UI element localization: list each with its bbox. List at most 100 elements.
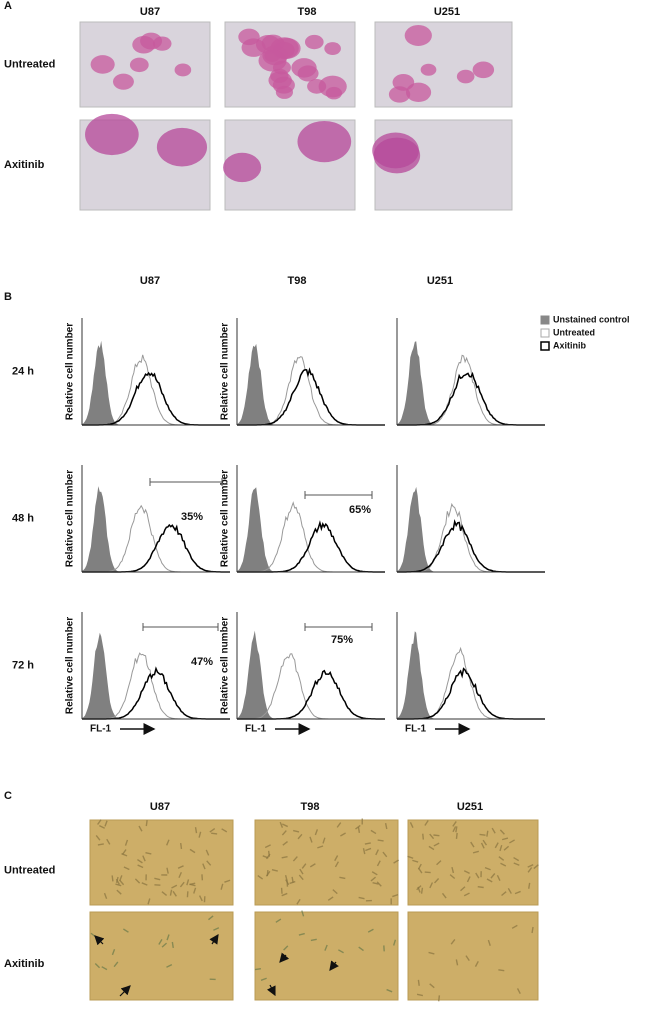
cell bbox=[498, 856, 505, 861]
cell bbox=[262, 855, 269, 859]
unstained-area bbox=[82, 340, 230, 425]
cell bbox=[189, 882, 196, 886]
micrograph bbox=[89, 911, 234, 1001]
unstained-area bbox=[82, 632, 230, 719]
cell bbox=[393, 859, 400, 864]
cell bbox=[281, 892, 288, 897]
cell bbox=[334, 861, 340, 868]
arrow bbox=[119, 985, 131, 997]
cell bbox=[270, 68, 289, 83]
cell bbox=[496, 874, 501, 881]
cell bbox=[142, 855, 146, 862]
cell bbox=[198, 895, 203, 902]
histogram bbox=[236, 465, 385, 573]
cell bbox=[95, 834, 101, 841]
arrow bbox=[209, 934, 219, 945]
cell bbox=[224, 879, 231, 883]
x-axis-label: FL-1 bbox=[405, 724, 427, 735]
cell bbox=[123, 866, 130, 871]
cell bbox=[112, 73, 134, 90]
column-header: U251 bbox=[434, 6, 460, 18]
cell bbox=[111, 875, 114, 882]
cell bbox=[292, 856, 298, 862]
unstained-area bbox=[237, 487, 385, 572]
cell bbox=[177, 865, 184, 869]
cell bbox=[392, 74, 415, 91]
cell bbox=[327, 896, 334, 901]
cell bbox=[264, 49, 281, 62]
cell bbox=[527, 864, 534, 868]
cell bbox=[299, 868, 304, 875]
cell bbox=[364, 842, 371, 845]
cell bbox=[455, 832, 458, 839]
y-axis-label: Relative cell number bbox=[65, 617, 76, 714]
cell bbox=[223, 152, 262, 183]
column-header: U251 bbox=[457, 801, 483, 813]
cell bbox=[275, 918, 282, 923]
cell bbox=[417, 863, 422, 870]
cell bbox=[220, 883, 224, 890]
histogram bbox=[236, 318, 385, 426]
cell bbox=[355, 824, 361, 830]
cell bbox=[179, 881, 185, 888]
cell bbox=[171, 941, 174, 949]
cell bbox=[238, 28, 260, 46]
cell bbox=[265, 870, 271, 877]
cell bbox=[298, 932, 305, 936]
cell bbox=[194, 827, 198, 834]
panel-label: C bbox=[4, 790, 12, 802]
cell bbox=[367, 928, 374, 933]
cell bbox=[455, 826, 458, 833]
cell bbox=[503, 845, 510, 851]
arrow bbox=[266, 984, 276, 997]
cell bbox=[516, 988, 521, 995]
cell bbox=[455, 959, 459, 966]
cell bbox=[407, 855, 414, 859]
cell bbox=[377, 839, 384, 842]
cell bbox=[334, 855, 339, 862]
cell bbox=[420, 63, 437, 76]
cell bbox=[527, 867, 533, 873]
cell bbox=[221, 828, 228, 833]
cell bbox=[111, 949, 116, 956]
row-label: 24 h bbox=[12, 365, 34, 377]
cell bbox=[422, 833, 425, 840]
row-label: Untreated bbox=[4, 864, 55, 876]
cell bbox=[85, 113, 139, 156]
cell bbox=[113, 961, 119, 968]
cell bbox=[500, 862, 507, 867]
column-header: U87 bbox=[150, 801, 170, 813]
column-header: T98 bbox=[288, 275, 307, 287]
cell bbox=[450, 939, 456, 945]
cell bbox=[161, 891, 168, 896]
cell bbox=[487, 939, 491, 946]
cell bbox=[501, 837, 509, 841]
cell bbox=[452, 826, 457, 833]
cell bbox=[499, 845, 503, 852]
cell bbox=[490, 873, 496, 879]
cell bbox=[97, 843, 104, 846]
unstained-area bbox=[237, 630, 385, 719]
cell bbox=[409, 821, 414, 829]
cell bbox=[138, 825, 143, 832]
cell bbox=[198, 831, 202, 838]
cell bbox=[482, 839, 488, 846]
cell bbox=[514, 890, 521, 895]
cell bbox=[309, 863, 316, 868]
cell bbox=[166, 867, 169, 874]
cell bbox=[324, 42, 341, 55]
cell bbox=[285, 879, 290, 886]
arrow bbox=[329, 960, 339, 971]
cell bbox=[376, 860, 381, 867]
cell bbox=[420, 887, 424, 894]
cell bbox=[90, 55, 115, 74]
cell bbox=[424, 820, 429, 826]
cell bbox=[103, 892, 108, 900]
cell bbox=[304, 34, 324, 50]
cell bbox=[470, 841, 475, 848]
cell bbox=[106, 838, 111, 845]
cell bbox=[291, 876, 294, 883]
legend-label: Axitinib bbox=[553, 340, 587, 350]
cell bbox=[386, 988, 393, 993]
cell bbox=[282, 840, 288, 846]
